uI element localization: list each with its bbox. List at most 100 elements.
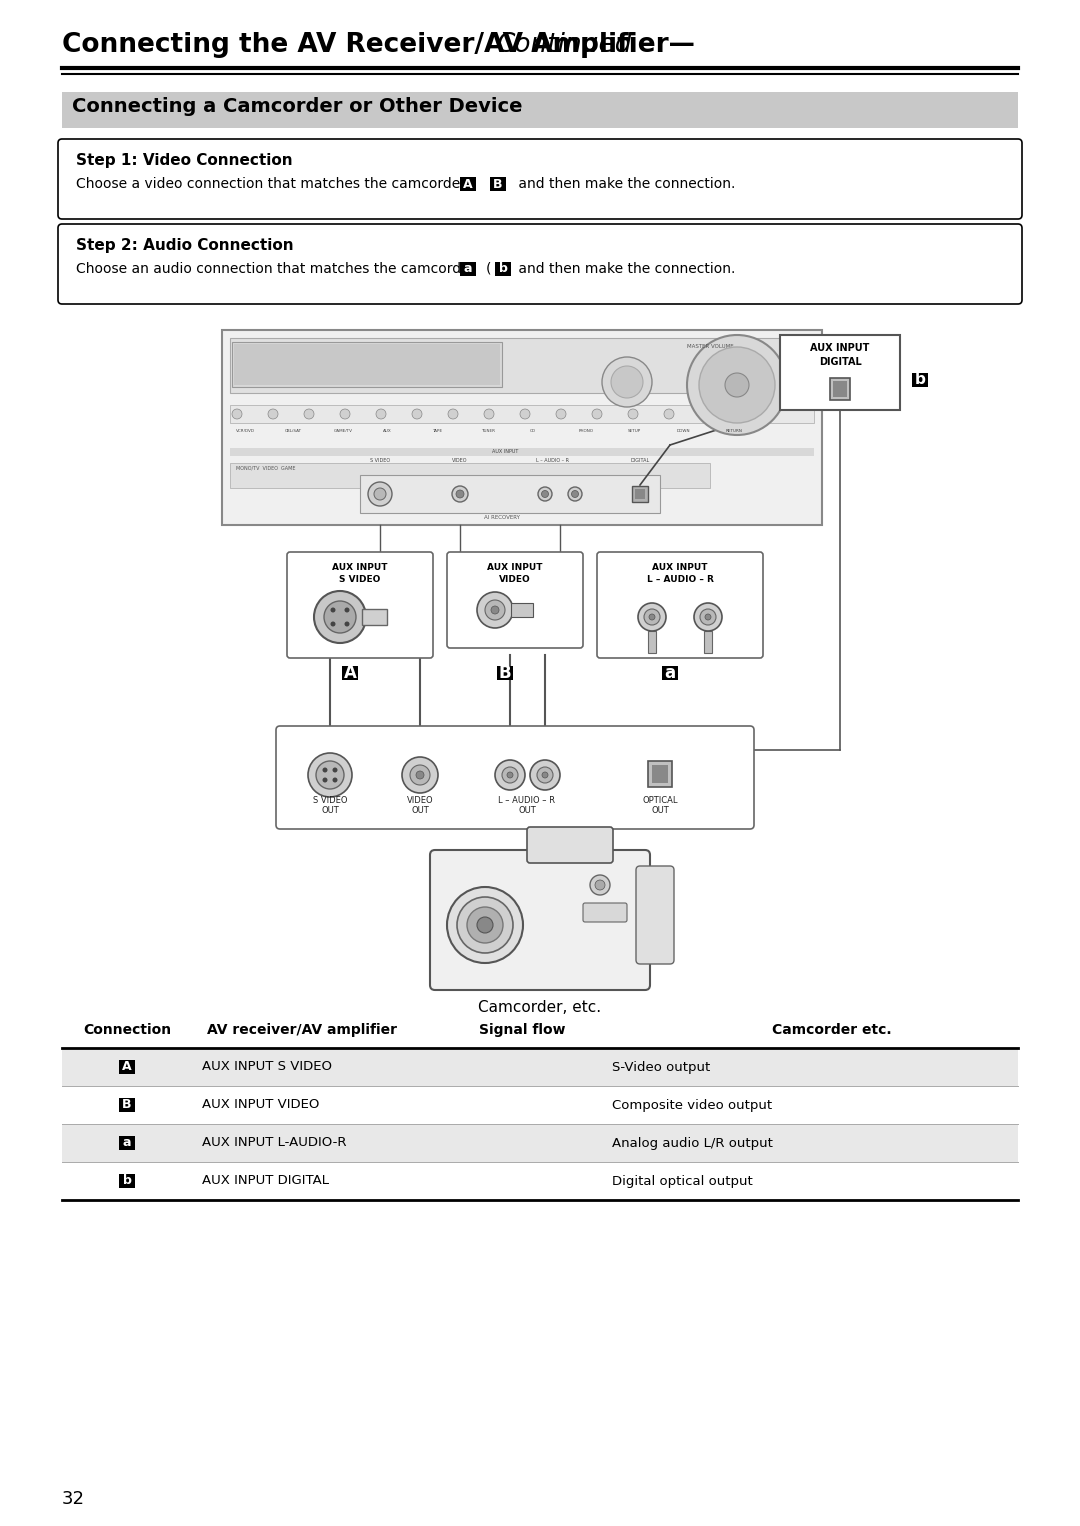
Text: B: B	[499, 664, 511, 682]
Circle shape	[502, 768, 518, 783]
Circle shape	[649, 613, 654, 620]
Bar	[635, 488, 645, 499]
Bar	[831, 378, 850, 400]
Circle shape	[345, 607, 350, 612]
Circle shape	[323, 778, 327, 783]
Circle shape	[308, 752, 352, 797]
Text: L – AUDIO – R
OUT: L – AUDIO – R OUT	[499, 795, 555, 815]
Circle shape	[477, 917, 492, 932]
Circle shape	[627, 409, 638, 420]
Text: A: A	[463, 177, 473, 191]
Circle shape	[456, 490, 464, 497]
Text: VIDEO
OUT: VIDEO OUT	[407, 795, 433, 815]
Text: PHONO: PHONO	[579, 429, 594, 433]
Text: Digital optical output: Digital optical output	[612, 1175, 753, 1187]
Bar	[497, 665, 513, 681]
Text: AUX INPUT: AUX INPUT	[333, 563, 388, 572]
Circle shape	[638, 603, 666, 630]
Bar	[511, 603, 534, 617]
Bar	[632, 485, 648, 502]
Text: and then make the connection.: and then make the connection.	[514, 262, 735, 276]
Circle shape	[447, 887, 523, 963]
Text: CD: CD	[530, 429, 536, 433]
Bar	[652, 765, 669, 783]
Text: GAME/TV: GAME/TV	[334, 429, 353, 433]
Text: AUX INPUT: AUX INPUT	[652, 563, 707, 572]
Circle shape	[411, 409, 422, 420]
Text: Camcorder, etc.: Camcorder, etc.	[478, 1000, 602, 1015]
Circle shape	[725, 372, 750, 397]
Circle shape	[485, 600, 505, 620]
Circle shape	[333, 778, 337, 783]
Text: VIDEO: VIDEO	[499, 575, 531, 584]
Bar	[362, 609, 387, 626]
Text: b: b	[915, 372, 926, 388]
Text: CBL/SAT: CBL/SAT	[285, 429, 302, 433]
Bar	[230, 337, 814, 394]
Text: L – AUDIO – R: L – AUDIO – R	[647, 575, 714, 584]
Text: Connecting a Camcorder or Other Device: Connecting a Camcorder or Other Device	[72, 98, 523, 116]
Circle shape	[368, 482, 392, 507]
Circle shape	[333, 768, 337, 772]
Circle shape	[537, 768, 553, 783]
Text: MONO/TV  VIDEO  GAME: MONO/TV VIDEO GAME	[237, 465, 296, 472]
Circle shape	[700, 609, 716, 626]
Circle shape	[592, 409, 602, 420]
Bar	[62, 1161, 1018, 1199]
Circle shape	[268, 409, 278, 420]
Circle shape	[530, 760, 561, 790]
Text: a: a	[123, 1137, 132, 1149]
FancyBboxPatch shape	[583, 903, 627, 922]
Circle shape	[611, 366, 643, 398]
Bar	[62, 1125, 1018, 1161]
FancyBboxPatch shape	[447, 552, 583, 649]
Circle shape	[303, 409, 314, 420]
Text: RETURN: RETURN	[726, 429, 743, 433]
Text: AUX INPUT: AUX INPUT	[492, 449, 518, 455]
Text: (: (	[486, 262, 491, 276]
Text: b: b	[499, 262, 508, 276]
Text: AUX INPUT: AUX INPUT	[487, 563, 543, 572]
Text: VCR/DVD: VCR/DVD	[237, 429, 255, 433]
Text: S VIDEO: S VIDEO	[370, 458, 390, 462]
Circle shape	[314, 591, 366, 642]
Circle shape	[376, 409, 386, 420]
FancyBboxPatch shape	[527, 827, 613, 864]
FancyBboxPatch shape	[58, 224, 1022, 304]
Circle shape	[705, 613, 711, 620]
Text: L – AUDIO – R: L – AUDIO – R	[536, 458, 568, 462]
Text: TUNER: TUNER	[481, 429, 495, 433]
FancyBboxPatch shape	[287, 552, 433, 658]
Bar	[460, 177, 476, 191]
Text: DIGITAL: DIGITAL	[819, 357, 862, 366]
Circle shape	[538, 487, 552, 501]
Text: TAPE: TAPE	[432, 429, 442, 433]
Text: and then make the connection.: and then make the connection.	[514, 177, 735, 191]
Bar	[360, 475, 660, 513]
Text: DIGITAL: DIGITAL	[631, 458, 650, 462]
Bar	[234, 343, 500, 385]
Text: A: A	[122, 1061, 132, 1073]
Text: b: b	[122, 1175, 132, 1187]
Circle shape	[340, 409, 350, 420]
FancyBboxPatch shape	[636, 865, 674, 964]
Text: S-Video output: S-Video output	[612, 1061, 711, 1073]
Bar	[119, 1099, 135, 1112]
FancyBboxPatch shape	[430, 850, 650, 990]
Bar	[119, 1173, 135, 1189]
Circle shape	[457, 897, 513, 954]
Text: AUX INPUT DIGITAL: AUX INPUT DIGITAL	[202, 1175, 329, 1187]
Text: AI RECOVERY: AI RECOVERY	[484, 514, 519, 520]
Bar	[495, 262, 511, 276]
FancyBboxPatch shape	[276, 726, 754, 829]
Text: Continued: Continued	[497, 32, 633, 58]
Circle shape	[402, 757, 438, 794]
Text: Connecting the AV Receiver/AV Amplifier—: Connecting the AV Receiver/AV Amplifier—	[62, 32, 694, 58]
Bar	[119, 1061, 135, 1074]
Circle shape	[410, 765, 430, 784]
Text: Connection: Connection	[83, 1022, 171, 1038]
Bar	[230, 404, 814, 423]
Circle shape	[687, 336, 787, 435]
Circle shape	[590, 874, 610, 896]
Circle shape	[345, 621, 350, 627]
